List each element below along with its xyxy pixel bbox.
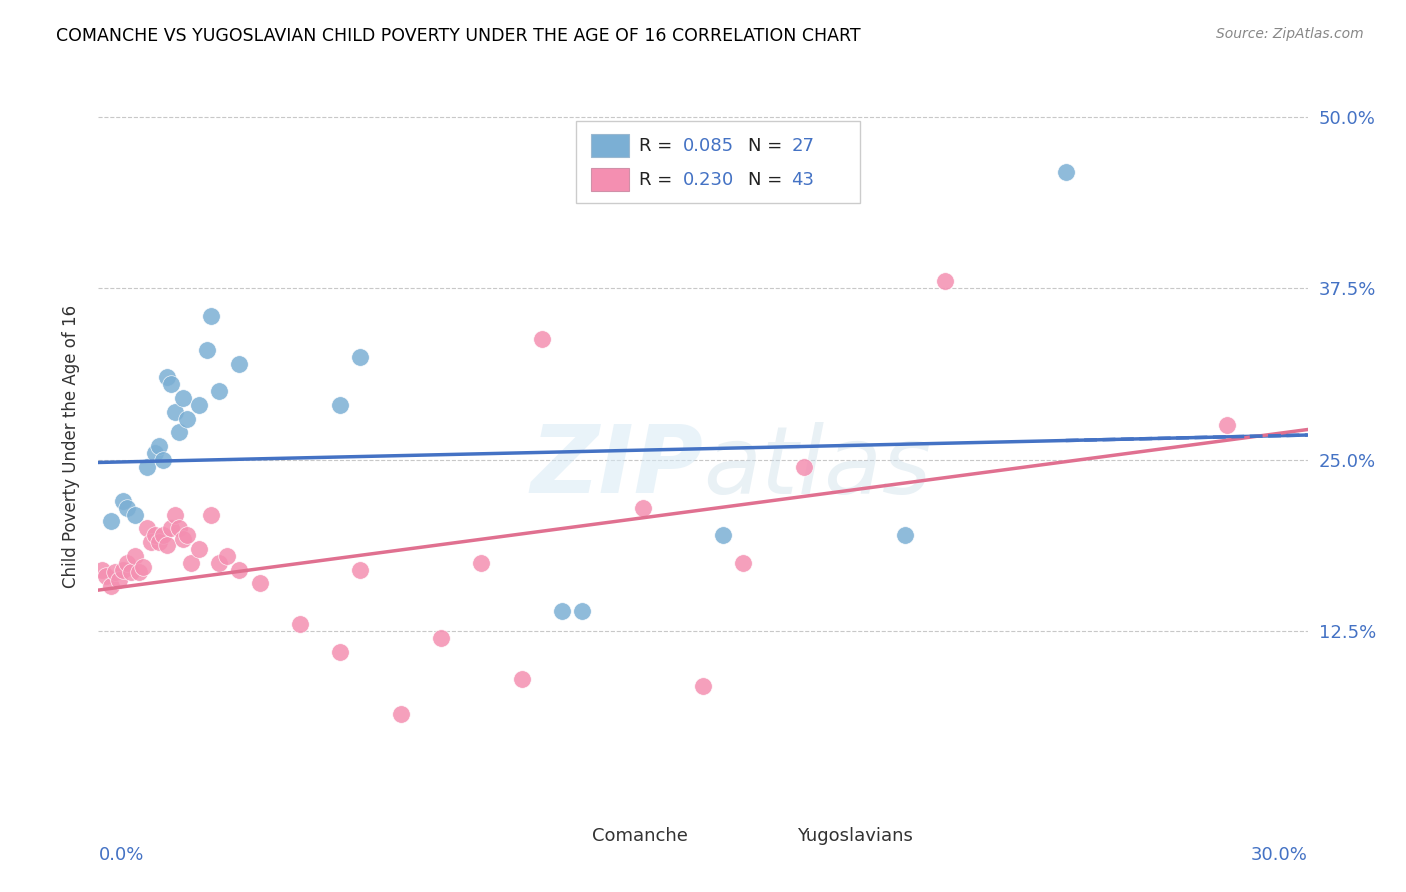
Point — [195, 343, 218, 357]
Text: R =: R = — [638, 171, 678, 189]
Point — [934, 274, 956, 288]
Point — [148, 535, 170, 549]
Point — [148, 439, 170, 453]
Text: R =: R = — [638, 136, 678, 154]
Point — [160, 521, 183, 535]
Point — [139, 535, 162, 549]
Text: Yugoslavians: Yugoslavians — [797, 827, 912, 845]
Point — [176, 411, 198, 425]
FancyBboxPatch shape — [591, 134, 630, 157]
Point — [111, 494, 134, 508]
Point — [167, 521, 190, 535]
Point — [200, 508, 222, 522]
Point — [91, 562, 114, 576]
Point — [163, 508, 186, 522]
FancyBboxPatch shape — [576, 121, 860, 203]
Point — [228, 357, 250, 371]
Text: 27: 27 — [792, 136, 814, 154]
Point — [172, 533, 194, 547]
Text: Source: ZipAtlas.com: Source: ZipAtlas.com — [1216, 27, 1364, 41]
Text: 0.0%: 0.0% — [98, 846, 143, 863]
Point — [288, 617, 311, 632]
Point — [711, 528, 734, 542]
Point — [115, 500, 138, 515]
Point — [571, 604, 593, 618]
Point — [152, 528, 174, 542]
Point — [120, 566, 142, 580]
Point — [228, 562, 250, 576]
Point — [249, 576, 271, 591]
Point — [349, 562, 371, 576]
Point — [163, 405, 186, 419]
Point — [430, 631, 453, 645]
Point — [692, 679, 714, 693]
Text: 0.085: 0.085 — [682, 136, 734, 154]
Point — [551, 604, 574, 618]
Point — [188, 398, 211, 412]
Point — [96, 569, 118, 583]
Text: ZIP: ZIP — [530, 421, 703, 514]
Point — [156, 370, 179, 384]
Text: Comanche: Comanche — [592, 827, 688, 845]
Point — [208, 384, 231, 398]
Point — [329, 398, 352, 412]
Point — [893, 528, 915, 542]
Point — [389, 706, 412, 721]
Point — [1054, 164, 1077, 178]
Text: 30.0%: 30.0% — [1251, 846, 1308, 863]
Point — [152, 452, 174, 467]
Text: N =: N = — [748, 171, 787, 189]
Point — [217, 549, 239, 563]
Point — [349, 350, 371, 364]
Point — [200, 309, 222, 323]
Point — [100, 579, 122, 593]
Point — [160, 377, 183, 392]
Point — [103, 566, 125, 580]
Point — [156, 538, 179, 552]
Point — [132, 559, 155, 574]
FancyBboxPatch shape — [751, 826, 787, 846]
Point — [208, 556, 231, 570]
Text: COMANCHE VS YUGOSLAVIAN CHILD POVERTY UNDER THE AGE OF 16 CORRELATION CHART: COMANCHE VS YUGOSLAVIAN CHILD POVERTY UN… — [56, 27, 860, 45]
Point — [1216, 418, 1239, 433]
Point — [188, 541, 211, 556]
Point — [470, 556, 492, 570]
Text: N =: N = — [748, 136, 787, 154]
Point — [124, 549, 146, 563]
FancyBboxPatch shape — [546, 826, 582, 846]
Point — [143, 528, 166, 542]
Point — [135, 521, 157, 535]
Text: 0.230: 0.230 — [682, 171, 734, 189]
Point — [167, 425, 190, 440]
Point — [135, 459, 157, 474]
Text: 43: 43 — [792, 171, 814, 189]
Point — [128, 566, 150, 580]
Point — [631, 500, 654, 515]
Point — [510, 673, 533, 687]
Point — [100, 515, 122, 529]
Point — [793, 164, 815, 178]
Point — [111, 562, 134, 576]
Point — [172, 391, 194, 405]
Point — [107, 574, 129, 588]
Point — [329, 645, 352, 659]
Y-axis label: Child Poverty Under the Age of 16: Child Poverty Under the Age of 16 — [62, 304, 80, 588]
Point — [143, 446, 166, 460]
Point — [115, 556, 138, 570]
Point — [176, 528, 198, 542]
FancyBboxPatch shape — [591, 169, 630, 191]
Point — [124, 508, 146, 522]
Text: atlas: atlas — [703, 422, 931, 513]
Point — [530, 332, 553, 346]
Point — [180, 556, 202, 570]
Point — [733, 556, 755, 570]
Point — [793, 459, 815, 474]
